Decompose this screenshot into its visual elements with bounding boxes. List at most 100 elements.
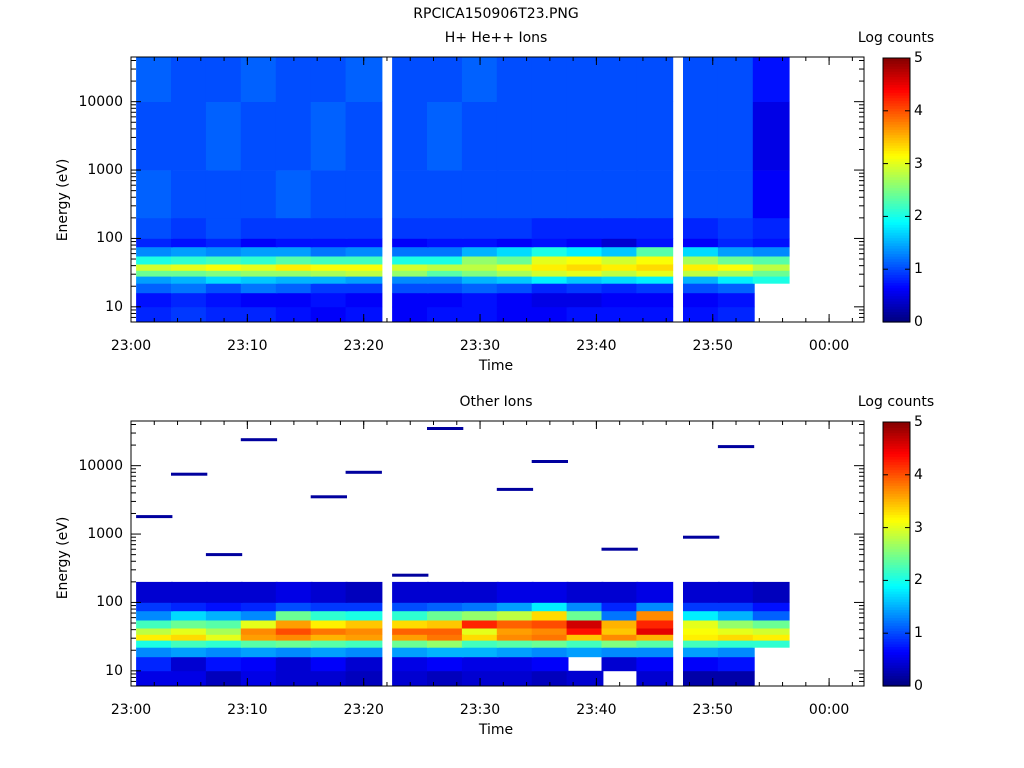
colorbar-step — [883, 94, 910, 99]
heatmap-cell — [275, 217, 313, 239]
heatmap-cell — [566, 217, 604, 239]
heatmap-cell — [717, 101, 755, 171]
colorbar-step — [883, 71, 910, 75]
colorbar-step — [883, 554, 910, 558]
heatmap-cell — [461, 292, 499, 308]
heatmap-cell — [427, 628, 464, 635]
heatmap-cell — [171, 170, 208, 219]
colorbar-step — [883, 596, 910, 600]
heatmap-cell — [275, 256, 313, 265]
heatmap-cell — [171, 57, 208, 102]
heatmap-cell — [240, 640, 278, 648]
heatmap-cell — [566, 611, 604, 621]
heatmap-cell — [171, 581, 208, 603]
heatmap-cell — [392, 647, 429, 658]
heatmap-cell — [136, 217, 173, 239]
colorbar-step — [883, 290, 910, 294]
heatmap-cell — [566, 101, 604, 171]
heatmap-cell — [601, 292, 639, 308]
heatmap-cell — [496, 264, 534, 271]
heatmap-cell — [240, 656, 278, 672]
colorbar-step — [883, 622, 910, 626]
colorbar-step — [883, 237, 910, 241]
heatmap-cell — [717, 634, 755, 641]
colorbar-step — [883, 184, 910, 188]
heatmap-cell — [240, 602, 278, 612]
colorbar-step — [883, 680, 910, 684]
heatmap-cell — [427, 647, 464, 658]
colorbar-tick-label: 2 — [914, 572, 923, 589]
heatmap-cell — [205, 640, 243, 648]
heatmap-cell — [205, 276, 243, 284]
heatmap-cell — [461, 101, 499, 171]
heatmap-cell — [461, 270, 499, 277]
heatmap-cell — [496, 656, 534, 672]
heatmap-cell — [566, 581, 604, 603]
heatmap-cell — [461, 620, 499, 629]
heatmap-cell — [275, 656, 313, 672]
heatmap-cell — [461, 581, 499, 603]
heatmap-cell — [205, 256, 243, 265]
heatmap-cell — [601, 283, 639, 294]
colorbar-step — [883, 182, 910, 186]
heatmap-cell — [531, 57, 569, 102]
colorbar-step — [883, 635, 910, 640]
y-tick-label: 100 — [96, 594, 123, 611]
colorbar-step — [883, 282, 910, 286]
heatmap-cell — [717, 170, 755, 219]
sparse-count-line — [427, 427, 464, 430]
colorbar-step — [883, 474, 910, 479]
heatmap-cell — [392, 264, 429, 271]
heatmap-cell — [392, 256, 429, 265]
heatmap-cell — [171, 628, 208, 635]
heatmap-cell — [683, 256, 720, 265]
heatmap-cell — [427, 264, 464, 271]
heatmap-cell — [171, 640, 208, 648]
heatmap-cell — [136, 170, 173, 219]
heatmap-cell — [636, 670, 674, 687]
heatmap-cell — [717, 217, 755, 239]
heatmap-cell — [636, 611, 674, 621]
colorbar-step — [883, 100, 910, 104]
heatmap-cell — [392, 306, 429, 323]
heatmap-cell — [566, 270, 604, 277]
heatmap-cell — [496, 670, 534, 687]
heatmap-cell — [717, 640, 755, 648]
colorbar-step — [883, 572, 910, 576]
heatmap-cell — [427, 292, 464, 308]
heatmap-cell — [310, 270, 348, 277]
heatmap-cell — [636, 170, 674, 219]
colorbar-step — [883, 678, 910, 682]
heatmap-cell — [205, 217, 243, 239]
colorbar-step — [883, 63, 910, 67]
heatmap-cell — [136, 292, 173, 308]
heatmap-cell — [240, 611, 278, 621]
heatmap-cell — [683, 581, 720, 603]
panel1-colorbar-label: Log counts — [857, 30, 935, 46]
colorbar-step — [883, 641, 910, 645]
colorbar-step — [883, 588, 910, 592]
colorbar-step — [883, 575, 910, 579]
heatmap-cell — [683, 634, 720, 641]
colorbar-step — [883, 498, 910, 502]
heatmap-cell — [136, 264, 173, 271]
heatmap-cell — [461, 602, 499, 612]
heatmap-cell — [136, 101, 173, 171]
heatmap-cell — [240, 270, 278, 277]
colorbar-step — [883, 308, 910, 313]
colorbar-tick-label: 1 — [914, 625, 923, 642]
heatmap-cell — [531, 634, 569, 641]
heatmap-cell — [275, 57, 313, 102]
heatmap-cell — [171, 634, 208, 641]
heatmap-cell — [240, 581, 278, 603]
heatmap-cell — [683, 292, 720, 308]
heatmap-cell — [636, 292, 674, 308]
colorbar-step — [883, 242, 910, 247]
heatmap-cell — [171, 602, 208, 612]
x-tick-label: 23:50 — [692, 702, 733, 718]
heatmap-cell — [171, 270, 208, 277]
colorbar-step — [883, 274, 910, 278]
heatmap-cell — [636, 264, 674, 271]
colorbar-step — [883, 466, 910, 471]
